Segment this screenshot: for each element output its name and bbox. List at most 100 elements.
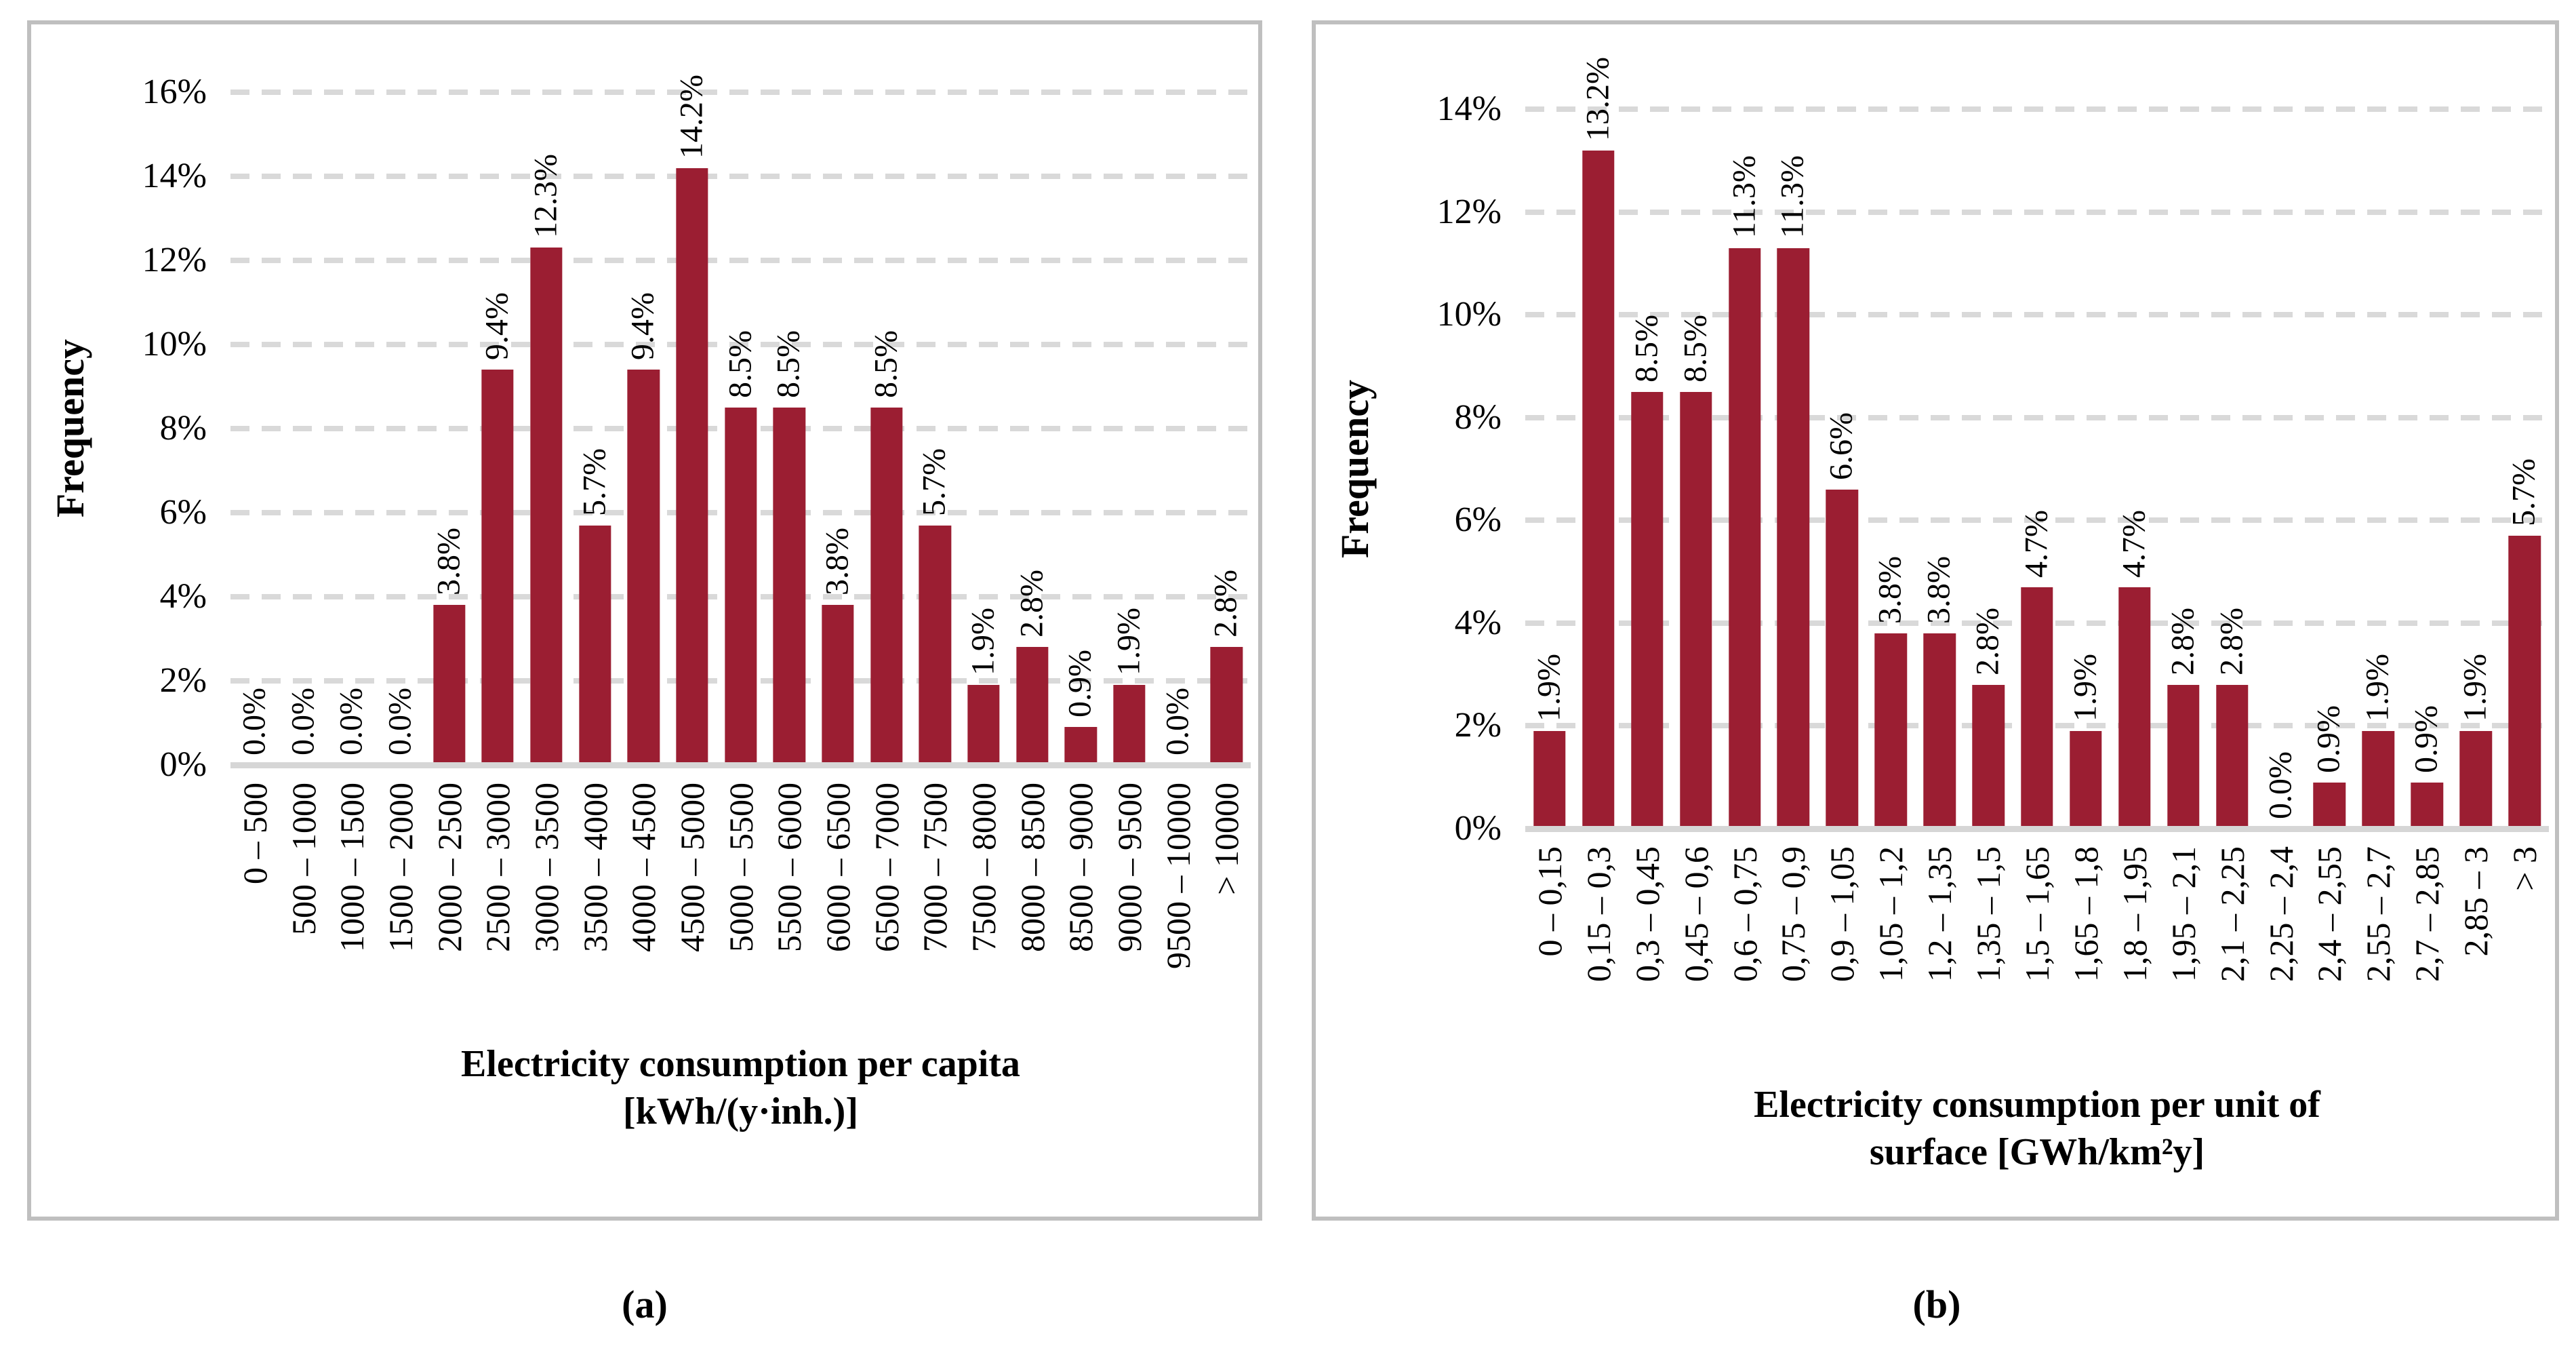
y-tick-label: 14% bbox=[1436, 90, 1502, 128]
x-tick-label: 8000 – 8500 bbox=[1013, 783, 1051, 952]
bar-value-label: 8.5% bbox=[770, 330, 807, 398]
bar-column: 5.7% bbox=[2500, 109, 2549, 829]
bar-value-label: 5.7% bbox=[576, 448, 613, 516]
x-tick-label: 7000 – 7500 bbox=[916, 783, 954, 952]
chart-panel-b: Frequency 0% 2% 4% 6% 8% 10% 12% 14% 1.9% 13.2% 8… bbox=[1312, 20, 2559, 1221]
bar bbox=[1533, 731, 1566, 829]
y-axis-tick-labels-a: 0% 2% 4% 6% 8% 10% 12% 14% 16% bbox=[58, 75, 207, 783]
bar bbox=[773, 408, 805, 765]
x-axis-title-line2: surface [GWh/km²y] bbox=[1869, 1131, 2205, 1173]
bar-value-label: 0.0% bbox=[382, 688, 418, 755]
bar-column: 4.7% bbox=[2013, 109, 2061, 829]
bar-column: 0.0% bbox=[376, 92, 425, 765]
bar-column: 0.9% bbox=[2306, 109, 2354, 829]
bar-value-label: 11.3% bbox=[1726, 155, 1763, 239]
bar-value-label: 8.5% bbox=[1628, 314, 1665, 382]
y-axis-tick-labels-b: 0% 2% 4% 6% 8% 10% 12% 14% bbox=[1343, 92, 1502, 846]
y-tick-label: 10% bbox=[142, 325, 207, 363]
bar-value-label: 1.9% bbox=[2359, 654, 2396, 722]
x-tick-label: 0,15 – 0,3 bbox=[1579, 846, 1617, 982]
y-tick-label: 14% bbox=[142, 157, 207, 195]
gridline bbox=[1525, 414, 2549, 420]
bar-column: 5.7% bbox=[571, 92, 620, 765]
bar-column: 13.2% bbox=[1574, 57, 1623, 829]
bar-value-label: 12.3% bbox=[527, 154, 564, 239]
bar-column: 8.5% bbox=[717, 92, 765, 765]
bar bbox=[1113, 685, 1146, 765]
bar bbox=[1777, 248, 1810, 829]
bar bbox=[870, 408, 903, 765]
bar-column: 14.2% bbox=[668, 75, 717, 765]
x-tick-label: 2500 – 3000 bbox=[479, 783, 517, 952]
bar bbox=[2411, 782, 2443, 829]
bar bbox=[967, 685, 1000, 765]
bar-value-label: 3.8% bbox=[1872, 556, 1908, 625]
bar-column: 1.9% bbox=[2451, 109, 2500, 829]
x-tick-label: 1,5 – 1,65 bbox=[2018, 846, 2056, 982]
bar-column: 3.8% bbox=[1915, 109, 1964, 829]
bar-value-label: 5.7% bbox=[2505, 458, 2542, 527]
bar-column: 2.8% bbox=[1964, 109, 2013, 829]
y-tick-label: 6% bbox=[159, 493, 207, 532]
y-tick-label: 8% bbox=[1454, 397, 1502, 437]
bar-value-label: 0.0% bbox=[333, 688, 369, 755]
bar bbox=[1728, 248, 1761, 829]
x-tick-label: 1,05 – 1,2 bbox=[1872, 846, 1910, 982]
x-tick-label: 1,95 – 2,1 bbox=[2164, 846, 2202, 982]
plot-area-a: 0.0% 0.0% 0.0% 0.0% 3.8% 9.4% 12.3% 5.7% 9.4% 14.… bbox=[230, 75, 1251, 768]
bar-column: 12.3% bbox=[522, 92, 571, 765]
bar-column: 11.3% bbox=[1769, 109, 1818, 829]
bar bbox=[2313, 782, 2346, 829]
caption-a: (a) bbox=[622, 1282, 668, 1326]
x-tick-label: 500 – 1000 bbox=[284, 783, 323, 935]
y-tick-label: 0% bbox=[1454, 809, 1502, 848]
x-tick-label: 0,6 – 0,75 bbox=[1725, 846, 1764, 982]
bar bbox=[530, 248, 563, 765]
y-tick-label: 6% bbox=[1454, 500, 1502, 540]
x-axis-title-a: Electricity consumption per capita [kWh/… bbox=[230, 1040, 1251, 1135]
x-tick-label: 6000 – 6500 bbox=[818, 783, 857, 952]
bar bbox=[2070, 731, 2102, 829]
bar-series-a: 0.0% 0.0% 0.0% 0.0% 3.8% 9.4% 12.3% 5.7% 9.4% 14.… bbox=[230, 75, 1251, 765]
bar-column: 0.0% bbox=[279, 92, 328, 765]
y-tick-label: 12% bbox=[142, 241, 207, 279]
bar-column: 2.8% bbox=[1202, 92, 1251, 765]
x-tick-label: 1000 – 1500 bbox=[333, 783, 371, 952]
x-tick-label: 1,2 – 1,35 bbox=[1920, 846, 1959, 982]
bar-value-label: 3.8% bbox=[430, 528, 467, 596]
bar bbox=[627, 370, 660, 765]
caption-b: (b) bbox=[1912, 1282, 1961, 1326]
gridline bbox=[1525, 312, 2549, 318]
plot-area-b: 1.9% 13.2% 8.5% 8.5% 11.3% 11.3% 6.6% 3.8% 3.8% 2… bbox=[1525, 57, 2549, 832]
x-axis-title-line1: Electricity consumption per unit of bbox=[1754, 1084, 2320, 1126]
bar-value-label: 8.5% bbox=[1677, 314, 1714, 382]
x-tick-label: 5500 – 6000 bbox=[770, 783, 809, 952]
bar bbox=[1582, 150, 1615, 829]
bar-column: 2.8% bbox=[2159, 109, 2208, 829]
x-tick-label: 1,8 – 1,95 bbox=[2115, 846, 2154, 982]
chart-panel-a: Frequency 0% 2% 4% 6% 8% 10% 12% 14% 16% 0.0% 0.0… bbox=[27, 20, 1262, 1221]
y-tick-label: 12% bbox=[1436, 192, 1502, 231]
x-tick-label: 2,25 – 2,4 bbox=[2261, 846, 2300, 982]
bar-value-label: 0.9% bbox=[1062, 650, 1098, 718]
x-tick-label: 1500 – 2000 bbox=[381, 783, 420, 952]
bar-column: 0.0% bbox=[327, 92, 376, 765]
x-tick-label: 1,65 – 1,8 bbox=[2066, 846, 2105, 982]
bar-value-label: 3.8% bbox=[1920, 556, 1957, 625]
bar-column: 0.9% bbox=[2402, 109, 2451, 829]
bar-column: 0.0% bbox=[2257, 109, 2306, 829]
bar bbox=[822, 605, 854, 765]
bar bbox=[481, 370, 514, 765]
bar-column: 1.9% bbox=[1105, 92, 1154, 765]
x-axis-title-line1: Electricity consumption per capita bbox=[461, 1043, 1020, 1085]
y-tick-label: 2% bbox=[1454, 706, 1502, 745]
gridline bbox=[1525, 106, 2549, 112]
x-tick-label: 2000 – 2500 bbox=[430, 783, 468, 952]
bar bbox=[1874, 633, 1908, 829]
bar bbox=[1064, 727, 1097, 765]
bar-value-label: 0.0% bbox=[1159, 688, 1196, 755]
bar bbox=[432, 605, 466, 765]
bar-value-label: 1.9% bbox=[965, 608, 1001, 676]
bar-value-label: 13.2% bbox=[1579, 56, 1616, 141]
bar-value-label: 14.2% bbox=[673, 74, 710, 159]
